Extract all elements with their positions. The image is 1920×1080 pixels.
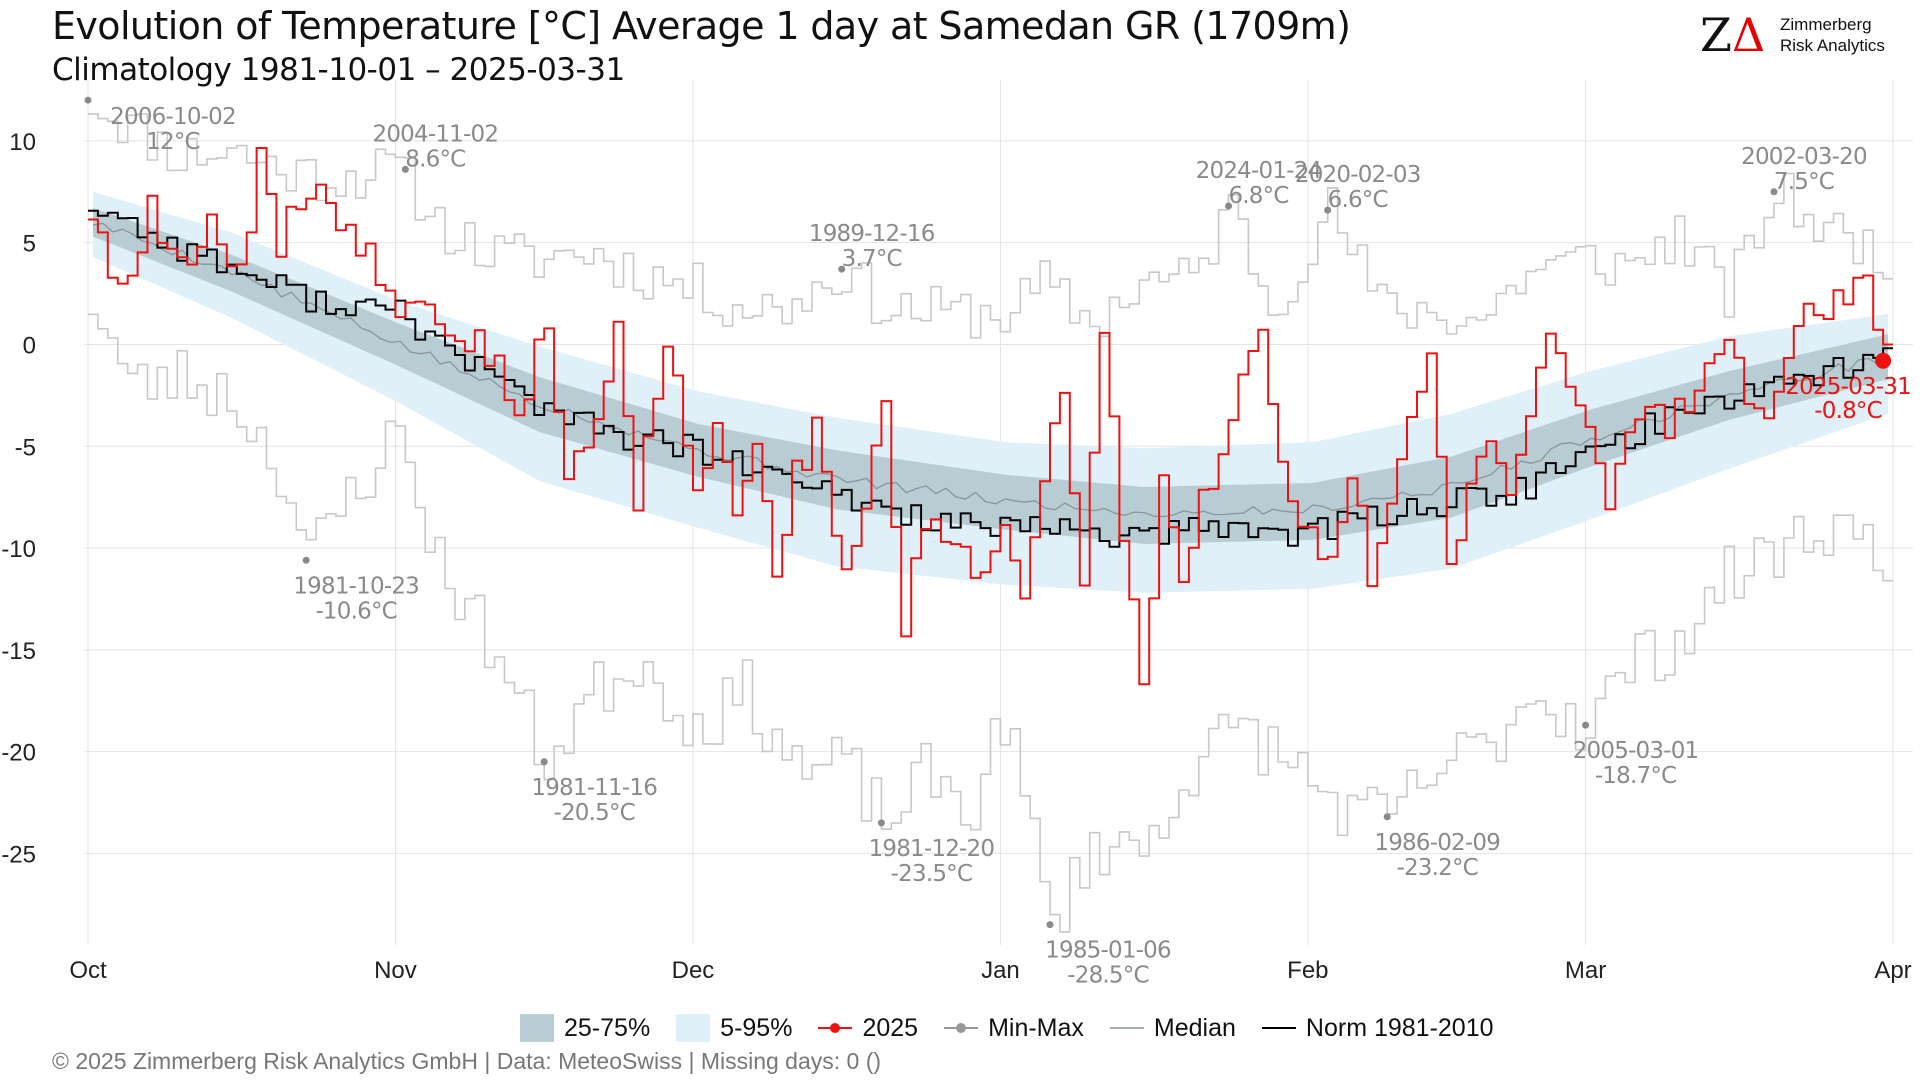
y-tick-label: -10 [1, 536, 36, 563]
record-max-date-label: 1989-12-16 [809, 221, 935, 247]
y-tick-label: 10 [9, 129, 36, 156]
chart-subtitle: Climatology 1981-10-01 – 2025-03-31 [52, 52, 625, 88]
logo-mark-icon: ZΔ [1700, 8, 1766, 62]
x-tick-label: Feb [1287, 957, 1328, 984]
logo-text: Zimmerberg Risk Analytics [1780, 14, 1885, 56]
temperature-chart: 10 5 0 -5 -10 -15 -20 -25 Oct Nov Dec Jan Feb Mar Apr 2… [1, 80, 1913, 989]
legend-label-minmax: Min-Max [988, 1013, 1084, 1042]
record-max-point [84, 96, 92, 104]
record-min-value-label: -28.5°C [1067, 963, 1148, 989]
record-min-value-label: -23.5°C [891, 861, 972, 887]
legend-marker-current [818, 1023, 853, 1033]
record-max-date-label: 2024-01-24 [1196, 158, 1322, 184]
record-max-value-label: 3.7°C [842, 246, 902, 272]
record-max-value-label: 8.6°C [405, 146, 465, 172]
legend-swatch-iqr [520, 1014, 554, 1042]
y-tick-label: -25 [1, 841, 36, 868]
legend-label-norm: Norm 1981-2010 [1305, 1013, 1494, 1042]
copyright-footer: © 2025 Zimmerberg Risk Analytics GmbH | … [52, 1048, 882, 1074]
record-min-value-label: -20.5°C [553, 800, 634, 826]
legend-label-current: 2025 [862, 1013, 919, 1042]
record-min-point [877, 819, 885, 827]
record-min-value-label: -23.2°C [1396, 855, 1477, 881]
record-max-value-label: 12°C [146, 129, 200, 155]
record-min-point [1046, 921, 1054, 929]
company-logo: ZΔ Zimmerberg Risk Analytics [1700, 10, 1900, 60]
record-max-date-label: 2002-03-20 [1741, 144, 1867, 170]
legend-swatch-p5-95 [676, 1014, 711, 1042]
median-series-line [92, 222, 1889, 518]
min-series-line [88, 313, 1893, 933]
legend-marker-median [1109, 1027, 1144, 1029]
record-max-date-label: 2004-11-02 [373, 121, 499, 147]
logo-line-1: Zimmerberg [1780, 15, 1872, 34]
legend-marker-minmax [944, 1023, 979, 1033]
record-min-date-label: 1981-12-20 [869, 836, 995, 862]
y-tick-label: 5 [23, 231, 36, 258]
x-tick-label: Jan [981, 957, 1020, 984]
y-tick-label: -15 [1, 638, 36, 665]
x-tick-label: Dec [672, 957, 715, 984]
legend-item-minmax: Min-Max [944, 1014, 1084, 1043]
x-tick-label: Nov [374, 957, 417, 984]
record-current-value-label: -0.8°C [1814, 398, 1882, 424]
record-max-value-label: 7.5°C [1774, 169, 1834, 195]
record-max-date-label: 2006-10-02 [110, 104, 236, 130]
legend-label-p5-95: 5-95% [720, 1013, 793, 1042]
record-min-point [540, 758, 548, 766]
legend-item-norm: Norm 1981-2010 [1261, 1013, 1494, 1043]
legend-item-p5-95: 5-95% [676, 1014, 792, 1043]
record-min-value-label: -10.6°C [315, 598, 396, 624]
record-max-value-label: 6.8°C [1228, 183, 1288, 209]
record-min-point [1582, 721, 1590, 729]
legend-item-median: Median [1109, 1013, 1236, 1043]
y-tick-label: -5 [15, 434, 36, 461]
record-min-date-label: 1986-02-09 [1374, 830, 1500, 856]
record-max-value-label: 6.6°C [1328, 187, 1388, 213]
record-max-point [1225, 202, 1233, 210]
chart-title: Evolution of Temperature [°C] Average 1 … [52, 4, 1351, 48]
current-value-point [1875, 352, 1892, 369]
record-min-value-label: -18.7°C [1595, 763, 1676, 789]
norm-series-line [88, 209, 1893, 548]
x-tick-label: Oct [69, 957, 107, 984]
record-min-date-label: 1981-10-23 [293, 573, 419, 599]
record-max-point [838, 265, 846, 273]
x-tick-label: Mar [1565, 957, 1606, 984]
current-2025-series-line [88, 147, 1893, 686]
max-series-line [88, 113, 1893, 339]
chart-legend: 25-75% 5-95% 2025 Min-Max Median Norm 19… [520, 1012, 1520, 1044]
record-min-date-label: 1985-01-06 [1045, 938, 1171, 964]
iqr-band [93, 208, 1888, 544]
record-min-date-label: 1981-11-16 [531, 775, 657, 801]
logo-line-2: Risk Analytics [1780, 36, 1885, 55]
record-max-date-label: 2020-02-03 [1295, 162, 1421, 188]
y-tick-label: -20 [1, 740, 36, 767]
legend-label-iqr: 25-75% [564, 1013, 651, 1042]
legend-label-median: Median [1153, 1013, 1236, 1042]
y-tick-label: 0 [23, 332, 36, 359]
record-max-point [401, 165, 409, 173]
legend-marker-norm [1261, 1027, 1296, 1029]
record-min-date-label: 2005-03-01 [1573, 738, 1699, 764]
record-max-point [1770, 188, 1778, 196]
record-min-point [1383, 813, 1391, 821]
record-current-date-label: 2025-03-31 [1785, 374, 1911, 400]
x-tick-label: Apr [1874, 957, 1911, 984]
record-max-point [1324, 206, 1332, 214]
legend-item-iqr: 25-75% [520, 1014, 650, 1043]
record-min-point [302, 556, 310, 564]
legend-item-current: 2025 [818, 1014, 918, 1043]
